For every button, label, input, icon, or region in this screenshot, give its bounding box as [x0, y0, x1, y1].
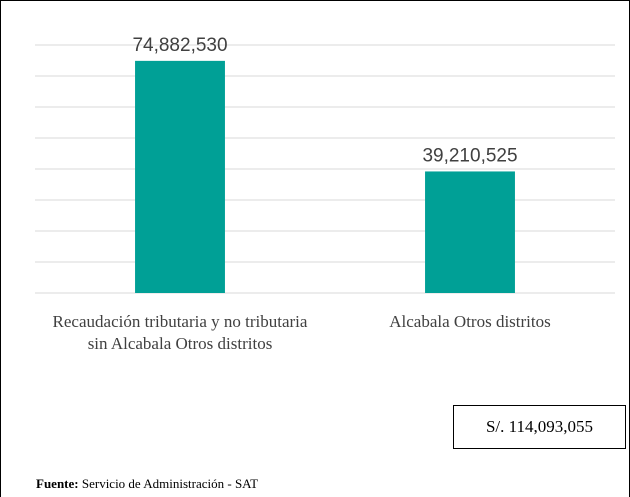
source-label: Fuente: — [36, 476, 79, 491]
total-box: S/. 114,093,055 — [453, 405, 626, 449]
source-text: Servicio de Administración - SAT — [81, 476, 259, 491]
bar — [425, 171, 515, 293]
x-tick-label: Alcabala Otros distritos — [389, 312, 551, 331]
value-label: 39,210,525 — [422, 145, 517, 166]
source: Fuente: Servicio de Administración - SAT — [36, 476, 258, 492]
x-tick-label: Recaudación tributaria y no tributaria s… — [52, 312, 308, 353]
value-label: 74,882,530 — [132, 35, 227, 56]
bar — [135, 60, 225, 293]
